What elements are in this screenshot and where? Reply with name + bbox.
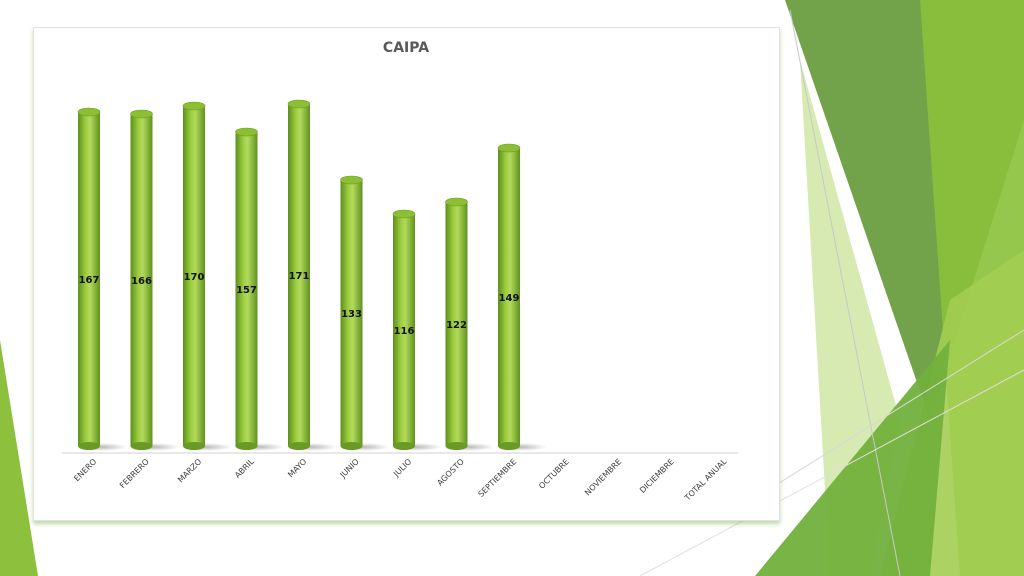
bar-base bbox=[393, 442, 415, 450]
deco-line-1 bbox=[789, 9, 901, 576]
data-label: 171 bbox=[289, 271, 310, 282]
x-tick-label: JUNIO bbox=[338, 457, 361, 480]
data-label: 167 bbox=[79, 275, 100, 286]
bar-base bbox=[78, 442, 100, 450]
data-label: 116 bbox=[394, 326, 415, 337]
deco-shape-left-strip bbox=[0, 340, 38, 576]
x-tick-label: ABRIL bbox=[233, 457, 256, 480]
bars bbox=[77, 99, 521, 450]
bar-base bbox=[235, 442, 258, 450]
bar bbox=[183, 106, 205, 446]
bar-top-cap bbox=[182, 101, 206, 111]
bar-base bbox=[340, 442, 363, 450]
bar-base bbox=[183, 442, 205, 450]
chart-title: CAIPA bbox=[383, 40, 429, 56]
bar-base bbox=[288, 442, 310, 450]
bar-top-cap bbox=[77, 107, 101, 117]
bar-base bbox=[445, 442, 468, 450]
x-tick-labels: ENERO FEBRERO MARZO ABRIL MAYO JUNIO JULIO AGOS… bbox=[72, 457, 729, 503]
bar bbox=[235, 132, 258, 446]
bar bbox=[445, 202, 468, 446]
bar bbox=[393, 214, 415, 446]
data-label: 170 bbox=[184, 272, 205, 283]
data-labels: 167 166 170 157 171 133 116 122 149 bbox=[79, 271, 520, 337]
deco-shape-bottom-wedge bbox=[755, 340, 950, 576]
bar-top-cap bbox=[340, 175, 363, 185]
x-tick-label: MARZO bbox=[176, 457, 203, 484]
bar bbox=[78, 112, 100, 446]
x-tick-label: OCTUBRE bbox=[537, 457, 571, 491]
bar bbox=[288, 104, 310, 446]
chart-card: CAIPA 167 166 170 157 171 133 116 122 149 ENERO F… bbox=[33, 27, 780, 521]
data-label: 149 bbox=[499, 293, 520, 304]
x-tick-label: AGOSTO bbox=[435, 457, 465, 487]
bar-chart: CAIPA 167 166 170 157 171 133 116 122 149 ENERO F… bbox=[62, 40, 738, 503]
bar-top-cap bbox=[287, 99, 311, 109]
bar-base bbox=[130, 442, 153, 450]
bar-top-cap bbox=[130, 109, 153, 119]
bar bbox=[340, 180, 363, 446]
x-tick-label: TOTAL ANUAL bbox=[682, 457, 728, 503]
x-tick-label: ENERO bbox=[72, 457, 98, 483]
x-tick-label: FEBRERO bbox=[118, 457, 151, 490]
data-label: 157 bbox=[236, 285, 257, 296]
x-tick-label: SEPTIEMBRE bbox=[477, 457, 519, 499]
bar-top-cap bbox=[445, 197, 468, 207]
data-label: 166 bbox=[131, 276, 152, 287]
x-tick-label: JULIO bbox=[391, 457, 413, 479]
bar-top-cap bbox=[235, 127, 258, 137]
bar-base bbox=[498, 442, 520, 450]
data-label: 133 bbox=[341, 309, 362, 320]
x-tick-label: DICIEMBRE bbox=[638, 457, 676, 495]
bar-top-cap bbox=[497, 143, 521, 153]
deco-line-3 bbox=[639, 369, 1024, 576]
bar bbox=[130, 114, 153, 446]
bar bbox=[498, 148, 520, 446]
x-tick-label: NOVIEMBRE bbox=[583, 457, 623, 497]
data-label: 122 bbox=[446, 320, 467, 331]
x-tick-label: MAYO bbox=[286, 457, 308, 479]
bar-top-cap bbox=[392, 209, 416, 219]
